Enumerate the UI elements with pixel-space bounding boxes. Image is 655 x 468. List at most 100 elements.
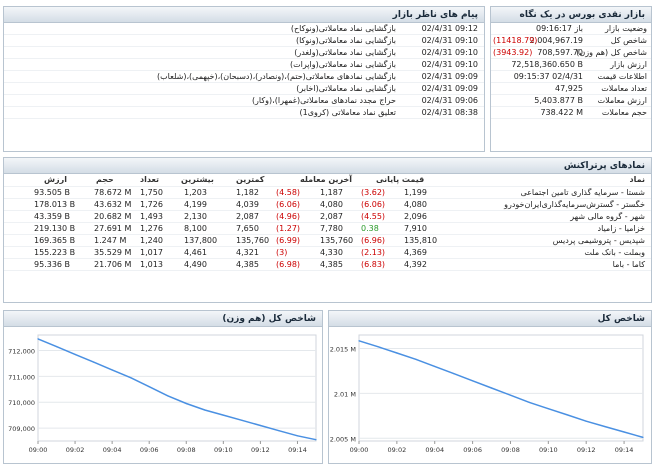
data-point <box>296 435 299 437</box>
message-row[interactable]: 02/4/31 09:12 بازگشایی نماد معاملاتی(ونوک… <box>4 23 484 35</box>
last-trade: 7,780 <box>320 224 343 233</box>
message-row[interactable]: 02/4/31 09:10 بازگشایی نماد معاملاتی(ولغد… <box>4 47 484 59</box>
total-index-chart-title: شاخص کل <box>329 311 651 327</box>
snapshot-label: ارزش بازار <box>610 60 647 69</box>
last-change: (6.06) <box>276 200 301 209</box>
data-point <box>377 346 379 348</box>
total-index-chart-panel: شاخص کل 2.005 M 2.01 M 2.015 M 09:00 09:02 09… <box>328 310 652 464</box>
data-point <box>93 361 95 363</box>
message-row[interactable]: 02/4/31 09:10 بازگشایی نماد معاملاتی(واپر… <box>4 59 484 71</box>
plot-area <box>37 334 317 442</box>
final-price: 4,080 <box>404 200 427 209</box>
data-point <box>204 409 206 411</box>
table-row[interactable]: خزامیا - زامیاد 7,910 0.38 7,780 (1.27) 7,650… <box>4 223 651 235</box>
data-point <box>37 338 39 340</box>
x-tick-label: 09:00 <box>29 446 48 454</box>
y-tick-label: 2.005 M <box>330 435 356 443</box>
data-point <box>623 431 625 433</box>
equal-weight-index-chart: 709,000 710,000 711,000 712,000 09:00 09:02 09… <box>8 334 317 454</box>
x-tick-label: 09:10 <box>539 446 558 454</box>
data-point <box>315 439 317 441</box>
trade-value: 95.336 B <box>34 260 71 269</box>
message-text: بازگشایی نماد معاملاتی(اخابر) <box>296 84 396 93</box>
x-tick-label: 09:14 <box>615 446 634 454</box>
message-text: بازگشایی نماد معاملاتی(واپرات) <box>290 60 396 69</box>
y-tick-label: 2.015 M <box>330 345 356 353</box>
symbol-name: شستا - سرمایه گذاری تامین اجتماعی <box>520 188 645 197</box>
snapshot-row: ارزش بازار 72,518,360.650 B <box>491 59 651 71</box>
final-change: (6.83) <box>361 260 386 269</box>
final-change: (2.13) <box>361 248 386 257</box>
data-point <box>490 387 493 389</box>
trade-value: 43.359 B <box>34 212 71 221</box>
data-point <box>259 424 261 427</box>
trade-volume: 20.682 M <box>94 212 132 221</box>
x-tick-label: 09:08 <box>501 446 520 454</box>
table-row[interactable]: خگستر - گسترش‌سرمایه‌گذاری‌ایران‌خودرو 4,… <box>4 199 651 211</box>
message-text: حراج مجدد نمادهای معاملاتی(غمهرا)،(وکار) <box>251 96 396 105</box>
min-price: 7,650 <box>236 224 259 233</box>
table-row[interactable]: شستا - سرمایه گذاری تامین اجتماعی 1,199 (3… <box>4 187 651 199</box>
symbol-name: خگستر - گسترش‌سرمایه‌گذاری‌ایران‌خودرو <box>504 200 645 209</box>
data-point <box>415 358 417 360</box>
final-change: 0.38 <box>361 224 379 233</box>
max-price: 8,100 <box>184 224 207 233</box>
snapshot-row: تعداد معاملات 47,925 <box>491 83 651 95</box>
snapshot-label: اطلاعات قیمت <box>597 72 647 81</box>
snapshot-label: حجم معاملات <box>601 108 647 117</box>
message-text: تعلیق نماد معاملاتی (کروی1) <box>299 108 396 117</box>
message-date: 02/4/31 09:10 <box>421 60 478 69</box>
table-row[interactable]: شهر - گروه مالی شهر 2,096 (4.55) 2,087 (4.96… <box>4 211 651 223</box>
last-trade: 135,760 <box>320 236 354 245</box>
message-row[interactable]: 02/4/31 09:06 حراج مجدد نمادهای معاملاتی(… <box>4 95 484 107</box>
table-row[interactable]: وبملت - بانک ملت 4,369 (2.13) 4,330 (3) 4,321… <box>4 247 651 259</box>
equal-weight-chart-title: شاخص کل (هم وزن) <box>4 311 322 327</box>
last-change: (4.96) <box>276 212 301 221</box>
trade-count: 1,013 <box>140 260 163 269</box>
x-tick-label: 09:00 <box>350 446 369 454</box>
message-row[interactable]: 02/4/31 09:09 بازگشایی نمادهای معاملاتی(ح… <box>4 71 484 83</box>
trade-volume: 27.691 M <box>94 224 132 233</box>
data-point <box>358 340 360 342</box>
x-tick-label: 09:12 <box>251 446 270 454</box>
trade-value: 155.223 B <box>34 248 76 257</box>
message-row[interactable]: 02/4/31 09:09 بازگشایی نماد معاملاتی(اخاب… <box>4 83 484 95</box>
x-tick-label: 09:02 <box>66 446 85 454</box>
snapshot-label: شاخص کل (هم وزن) <box>576 48 647 57</box>
trade-count: 1,750 <box>140 188 163 197</box>
data-point <box>148 386 150 388</box>
data-point <box>222 414 224 416</box>
data-point <box>111 369 113 371</box>
table-row[interactable]: کاما - باما 4,392 (6.83) 4,385 (6.98) 4,385 4,… <box>4 259 651 271</box>
trade-count: 1,017 <box>140 248 163 257</box>
final-change: (4.55) <box>361 212 386 221</box>
x-tick-label: 09:04 <box>425 446 444 454</box>
message-row[interactable]: 02/4/31 09:10 بازگشایی نماد معاملاتی(ونوک… <box>4 35 484 47</box>
trade-volume: 21.706 M <box>94 260 132 269</box>
snapshot-value: 708,597.70 <box>537 48 583 57</box>
last-change: (3) <box>276 248 288 257</box>
data-point <box>278 430 280 432</box>
message-row[interactable]: 02/4/31 08:38 تعلیق نماد معاملاتی (کروی1) <box>4 107 484 119</box>
data-point <box>547 408 549 410</box>
last-change: (6.99) <box>276 236 301 245</box>
min-price: 2,087 <box>236 212 259 221</box>
max-price: 4,461 <box>184 248 207 257</box>
data-point <box>167 395 169 397</box>
snapshot-value: 47,925 <box>555 84 583 93</box>
data-point <box>585 420 587 422</box>
y-tick-label: 2.01 M <box>334 390 356 398</box>
trade-value: 219.130 B <box>34 224 76 233</box>
snapshot-value: 72,518,360.650 B <box>511 60 583 69</box>
data-point <box>642 436 644 439</box>
snapshot-row: اطلاعات قیمت 09:15:37 02/4/31 <box>491 71 651 83</box>
trade-volume: 43.632 M <box>94 200 132 209</box>
final-price: 4,392 <box>404 260 427 269</box>
last-change: (4.58) <box>276 188 301 197</box>
max-price: 137,800 <box>184 236 218 245</box>
y-tick-label: 711,000 <box>8 373 35 381</box>
x-tick-label: 09:10 <box>214 446 233 454</box>
data-point <box>434 365 436 368</box>
final-price: 4,369 <box>404 248 427 257</box>
table-row[interactable]: شپدیس - پتروشیمی پردیس 135,810 (6.96) 135,7… <box>4 235 651 247</box>
